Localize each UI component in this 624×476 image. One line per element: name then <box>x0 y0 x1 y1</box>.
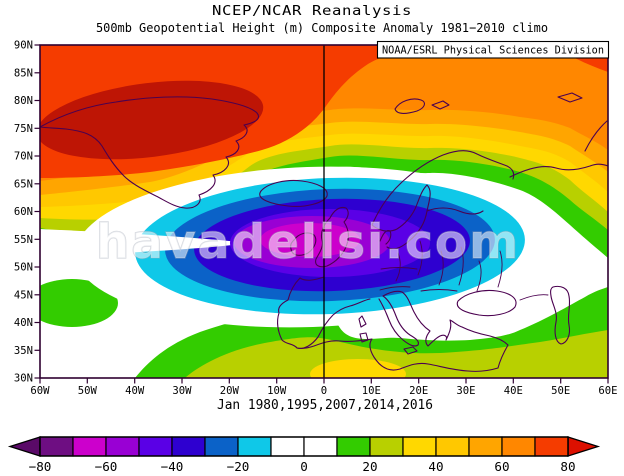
lat-label: 35N <box>14 345 33 357</box>
lon-label: 30W <box>172 385 192 397</box>
lat-ticks <box>34 44 40 379</box>
coastline-svalbard <box>394 98 450 114</box>
lat-label: 60N <box>14 206 33 218</box>
lat-label: 80N <box>14 95 33 107</box>
lon-label: 50W <box>78 385 98 397</box>
colorbar-segment <box>105 436 140 457</box>
coastline-north-africa <box>296 338 499 372</box>
lat-label: 85N <box>14 67 33 79</box>
colorbar-segment <box>402 436 437 457</box>
colorbar-tick: −60 <box>95 459 118 474</box>
colorbar-segment <box>534 436 569 457</box>
colorbar-segment <box>369 436 404 457</box>
coastline-italy <box>358 295 419 355</box>
colorbar-arrow-high <box>567 436 601 457</box>
lat-axis: 90N 85N 80N 75N 70N 65N 60N 55N 50N 45N … <box>14 40 40 385</box>
colorbar-arrow-low <box>7 436 41 457</box>
lon-label: 20W <box>220 385 240 397</box>
page-title: NCEP/NCAR Reanalysis <box>212 4 412 19</box>
colorbar-segment <box>336 436 371 457</box>
coastline-balkans-greece <box>382 290 463 347</box>
colorbar-tick: −40 <box>161 459 184 474</box>
coastline-arctic-islands <box>557 92 608 152</box>
colorbar-segment <box>501 436 536 457</box>
credit-box: NOAA/ESRL Physical Sciences Division <box>376 40 610 59</box>
coastline-britain <box>315 206 349 268</box>
watermark: havadelisi.com <box>96 215 520 270</box>
anomaly-plus10-patch-west <box>40 279 118 327</box>
credit-text: NOAA/ESRL Physical Sciences Division <box>382 45 604 57</box>
anomaly-plus20-band-south <box>185 330 608 378</box>
lon-label: 60E <box>598 385 617 397</box>
coastline-arctic-russia <box>509 163 608 178</box>
colorbar-tick: 80 <box>560 459 575 474</box>
lat-label: 55N <box>14 234 33 246</box>
colorbar-segment <box>204 436 239 457</box>
colorbar-segment <box>270 436 305 457</box>
lat-label: 40N <box>14 317 33 329</box>
lat-label: 75N <box>14 123 33 135</box>
colorbar-segments <box>39 436 569 457</box>
lat-label: 50N <box>14 262 33 274</box>
coastline-iceland <box>259 179 328 207</box>
coastline-black-sea <box>456 289 517 317</box>
colorbar-segment <box>72 436 107 457</box>
lat-label: 45N <box>14 289 33 301</box>
anomaly-over80-core-greenland <box>40 80 264 160</box>
coastline-greenland <box>40 96 260 209</box>
colorbar-tick: 40 <box>428 459 443 474</box>
lon-ticks <box>39 378 609 384</box>
colorbar-segment <box>435 436 470 457</box>
lon-label: 40E <box>504 385 523 397</box>
lon-label: 50E <box>551 385 570 397</box>
lon-label: 10E <box>362 385 381 397</box>
country-borders <box>379 240 549 301</box>
colorbar-segment <box>468 436 503 457</box>
lat-label: 30N <box>14 373 33 385</box>
lat-label: 70N <box>14 151 33 163</box>
lon-label: 0 <box>321 385 327 397</box>
credit-box-bg <box>376 40 610 59</box>
lon-axis: 60W 50W 40W 30W 20W 10W 0 10E 20E 30E 40… <box>30 378 618 397</box>
colorbar: −80 −60 −40 −20 0 20 40 60 80 <box>7 436 601 474</box>
lon-label: 10W <box>267 385 287 397</box>
anomaly-minus60-core <box>260 223 360 257</box>
lon-label: 30E <box>456 385 475 397</box>
lat-label: 65N <box>14 178 33 190</box>
composite-dates-caption: Jan 1980,1995,2007,2014,2016 <box>217 398 433 413</box>
coastline-ireland <box>290 232 317 256</box>
page-subtitle: 500mb Geopotential Height (m) Composite … <box>96 20 548 35</box>
lon-label: 20E <box>409 385 428 397</box>
colorbar-tick: 20 <box>362 459 377 474</box>
anomaly-white-wedge-west <box>40 229 250 257</box>
anomaly-plus30-patch-south <box>310 359 406 378</box>
colorbar-segment <box>303 436 338 457</box>
coastline-iberia-france <box>277 276 371 349</box>
coastlines <box>40 92 608 372</box>
colorbar-outline <box>39 436 569 457</box>
colorbar-segment <box>39 436 74 457</box>
colorbar-tick: −80 <box>29 459 52 474</box>
coastline-caspian-sea <box>550 285 571 345</box>
lon-label: 60W <box>30 385 50 397</box>
colorbar-segment <box>138 436 173 457</box>
coastline-scandinavia <box>371 150 515 250</box>
colorbar-tick: 60 <box>494 459 509 474</box>
lat-label: 90N <box>14 40 33 52</box>
lon-label: 40W <box>125 385 145 397</box>
colorbar-tick: −20 <box>227 459 250 474</box>
colorbar-segment <box>171 436 206 457</box>
coastline-turkey-levant <box>461 326 509 369</box>
colorbar-segment <box>237 436 272 457</box>
colorbar-tick: 0 <box>300 459 308 474</box>
contour-fills: havadelisi.com <box>40 45 608 378</box>
